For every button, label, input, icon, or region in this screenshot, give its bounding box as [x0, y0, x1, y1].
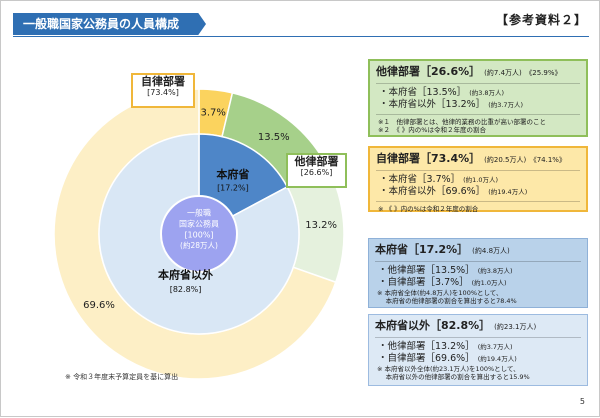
panel-row: ・本府省［13.5%］ (約3.8万人)	[379, 87, 505, 98]
outer-slice-label-3: 13.2%	[305, 220, 337, 231]
callout-own-pct: [73.4%]	[147, 88, 179, 97]
panel-note: ※２ 《 》内の%は令和２年度の割合	[378, 126, 486, 134]
source-note: ※ 令和３年度末予算定員を基に算出	[65, 373, 179, 381]
page-title: 一般職国家公務員の人員構成	[13, 13, 206, 35]
panel-row: ・本府省以外［69.6%］ (約19.4万人)	[379, 186, 528, 197]
panel-heading: 自律部署［73.4%］ (約20.5万人) 《74.1%》	[376, 152, 566, 165]
inner-slice-label-1: 本府省	[216, 167, 249, 181]
panel-note: ※ 本府省全体(約4.8万人)を100%として、	[377, 289, 503, 297]
page-number: 5	[579, 397, 585, 406]
panel-heading: 本府省以外［82.8%］ (約23.1万人)	[375, 319, 537, 332]
panel-row: ・本府省［3.7%］ (約1.0万人)	[379, 174, 499, 185]
divider	[376, 83, 580, 84]
callout-other-departments: 他律部署 [26.6%]	[286, 153, 347, 188]
center-count: (約28万人)	[180, 240, 218, 250]
center-pct: [100%]	[184, 231, 213, 240]
panel-note: ※１ 他律部署とは、他律的業務の比重が高い部署のこと	[378, 118, 546, 126]
panel-own-departments: 自律部署［73.4%］ (約20.5万人) 《74.1%》 ・本府省［3.7%］(…	[368, 146, 588, 213]
panel-heading: 他律部署［26.6%］ (約7.4万人) 《25.9%》	[376, 65, 562, 78]
panel-heading: 本府省［17.2%］ (約4.8万人)	[375, 243, 510, 256]
callout-own-title: 自律部署	[141, 75, 185, 88]
panel-note: 本府省の他律部署の割合を算出すると78.4%	[377, 297, 517, 305]
divider	[375, 337, 581, 338]
callout-own-departments: 自律部署 [73.4%]	[131, 73, 195, 108]
header-rule	[13, 36, 589, 37]
outer-slice-label-4: 69.6%	[83, 300, 115, 311]
center-circle	[160, 195, 238, 273]
divider	[375, 261, 581, 262]
panel-other-departments: 他律部署［26.6%］ (約7.4万人) 《25.9%》 ・本府省［13.5%］(…	[368, 59, 588, 137]
panel-note: ※ 本府省以外全体(約23.1万人)を100%として、	[377, 365, 520, 373]
panel-row: ・自律部署［3.7%］ (約1.0万人)	[378, 277, 507, 288]
callout-other-title: 他律部署	[294, 155, 339, 168]
panel-note: 本府省以外の他律部署の割合を算出すると15.9%	[377, 373, 530, 381]
center-label-1: 一般職	[187, 208, 211, 218]
callout-other-pct: [26.6%]	[300, 168, 333, 177]
panel-note: ※ 《 》内の%は令和２年度の割合	[378, 205, 479, 213]
panel-headquarters: 本府省［17.2%］ (約4.8万人) ・他律部署［13.5%］ (約3.8万人) …	[368, 238, 588, 308]
outer-slice-label-2: 13.5%	[258, 132, 290, 143]
divider	[376, 201, 580, 202]
center-label-2: 国家公務員	[179, 219, 219, 229]
inner-slice-pct-2: [82.8%]	[170, 285, 202, 294]
reference-label: 【参考資料２】	[495, 13, 587, 27]
panel-outside-headquarters: 本府省以外［82.8%］ (約23.1万人) ・他律部署［13.2%］ (約3.7万…	[368, 314, 588, 386]
inner-slice-label-2: 本府省以外	[158, 268, 213, 282]
panel-row: ・他律部署［13.2%］ (約3.7万人)	[378, 341, 513, 352]
inner-slice-pct-1: [17.2%]	[217, 183, 249, 192]
divider	[376, 170, 580, 171]
divider	[376, 114, 580, 115]
panel-row: ・自律部署［69.6%］ (約19.4万人)	[378, 353, 517, 364]
outer-slice-label-1: 3.7%	[201, 107, 226, 118]
panel-row: ・本府省以外［13.2%］ (約3.7万人)	[379, 99, 524, 110]
panel-row: ・他律部署［13.5%］ (約3.8万人)	[378, 265, 513, 276]
